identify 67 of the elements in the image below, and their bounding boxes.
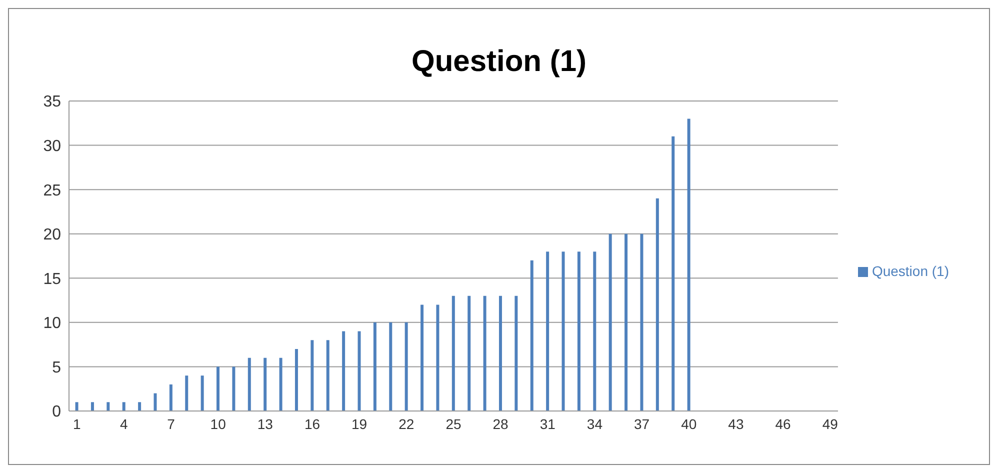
x-tick-label: 49 bbox=[822, 416, 838, 432]
bar bbox=[216, 366, 220, 411]
x-tick-label: 19 bbox=[352, 416, 368, 432]
bar bbox=[656, 198, 659, 411]
bar bbox=[358, 331, 361, 411]
legend-label: Question (1) bbox=[872, 263, 949, 279]
x-tick-label: 1 bbox=[72, 416, 81, 432]
bar bbox=[169, 384, 172, 411]
x-tick-label: 13 bbox=[257, 416, 274, 432]
x-tick-label: 43 bbox=[728, 416, 744, 432]
bar bbox=[279, 358, 282, 411]
bar bbox=[420, 304, 424, 411]
x-tick-label: 4 bbox=[120, 416, 128, 432]
bar bbox=[122, 402, 126, 411]
bar bbox=[608, 234, 612, 411]
bar bbox=[436, 304, 440, 411]
bar bbox=[106, 402, 110, 411]
bar bbox=[593, 252, 596, 411]
bar bbox=[90, 402, 94, 411]
bar bbox=[546, 252, 550, 411]
bar bbox=[310, 340, 314, 411]
bar bbox=[154, 393, 157, 411]
bar bbox=[530, 260, 534, 411]
x-tick-label: 22 bbox=[398, 416, 414, 432]
bar bbox=[75, 402, 78, 411]
y-tick-label: 20 bbox=[43, 226, 62, 244]
chart-title: Question (1) bbox=[410, 45, 588, 80]
x-tick-label: 31 bbox=[540, 416, 556, 432]
x-tick-label: 7 bbox=[167, 416, 176, 432]
bar bbox=[404, 322, 408, 411]
bar bbox=[232, 366, 236, 411]
bar bbox=[687, 118, 690, 411]
bar bbox=[342, 331, 346, 411]
bar bbox=[138, 402, 142, 411]
bar bbox=[577, 252, 580, 411]
x-tick-label: 34 bbox=[586, 416, 603, 432]
bar bbox=[468, 296, 471, 411]
x-tick-label: 10 bbox=[210, 416, 226, 432]
bar bbox=[185, 376, 188, 411]
y-tick-label: 0 bbox=[52, 404, 62, 421]
bar bbox=[640, 234, 644, 411]
bar bbox=[514, 296, 518, 411]
bar bbox=[389, 322, 392, 411]
y-tick-label: 25 bbox=[43, 182, 62, 200]
x-tick-label: 37 bbox=[634, 416, 650, 432]
x-tick-label: 46 bbox=[775, 416, 792, 432]
y-tick-label: 35 bbox=[43, 94, 62, 111]
bar bbox=[624, 234, 628, 411]
y-tick-label: 15 bbox=[43, 270, 62, 288]
y-tick-label: 30 bbox=[43, 138, 62, 155]
x-tick-label: 25 bbox=[446, 416, 462, 432]
x-tick-label: 40 bbox=[681, 416, 697, 432]
bar bbox=[200, 376, 204, 411]
bar bbox=[326, 340, 330, 411]
bar bbox=[483, 296, 486, 411]
bar bbox=[498, 296, 502, 411]
bar bbox=[373, 322, 376, 411]
bar bbox=[294, 349, 298, 411]
y-tick-label: 10 bbox=[43, 315, 62, 332]
bar bbox=[452, 296, 455, 411]
x-tick-label: 16 bbox=[304, 416, 320, 432]
bar bbox=[672, 136, 675, 411]
x-tick-label: 28 bbox=[492, 416, 509, 432]
bar bbox=[562, 252, 565, 411]
y-tick-label: 5 bbox=[52, 359, 62, 376]
bar bbox=[264, 358, 267, 411]
bar bbox=[248, 358, 251, 411]
